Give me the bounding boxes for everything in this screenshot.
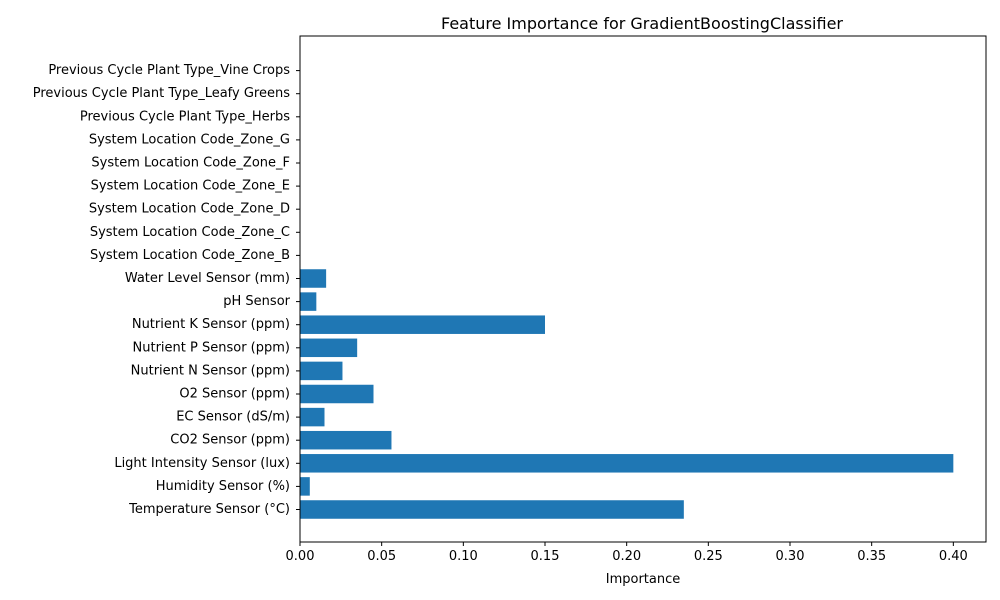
bar bbox=[300, 477, 310, 496]
x-axis-label: Importance bbox=[606, 572, 681, 587]
bar bbox=[300, 500, 684, 519]
y-tick-label: Previous Cycle Plant Type_Leafy Greens bbox=[33, 86, 290, 101]
x-tick-label: 0.20 bbox=[612, 549, 641, 564]
bar bbox=[300, 361, 343, 381]
y-tick-label: Previous Cycle Plant Type_Herbs bbox=[80, 109, 290, 124]
bar bbox=[300, 269, 327, 288]
chart-title: Feature Importance for GradientBoostingC… bbox=[441, 14, 843, 33]
bar bbox=[300, 338, 358, 358]
bar bbox=[300, 292, 317, 311]
x-axis: 0.00 0.05 0.10 0.15 0.20 0.25 0.30 0.35 0.40 bbox=[286, 542, 968, 564]
x-tick-label: 0.15 bbox=[531, 549, 560, 564]
y-tick-label: Light Intensity Sensor (lux) bbox=[114, 456, 290, 471]
x-tick-label: 0.40 bbox=[939, 549, 968, 564]
bar bbox=[300, 430, 392, 450]
bar bbox=[300, 407, 325, 427]
y-tick-label: System Location Code_Zone_E bbox=[91, 179, 290, 194]
bar bbox=[300, 384, 374, 404]
bars-group bbox=[300, 269, 954, 519]
y-tick-label: Previous Cycle Plant Type_Vine Crops bbox=[48, 63, 290, 78]
y-tick-label: Nutrient N Sensor (ppm) bbox=[131, 363, 290, 378]
x-tick-label: 0.25 bbox=[694, 549, 723, 564]
y-tick-label: Humidity Sensor (%) bbox=[156, 479, 290, 494]
y-tick-label: Temperature Sensor (°C) bbox=[128, 502, 290, 517]
y-tick-label: Nutrient K Sensor (ppm) bbox=[132, 317, 290, 332]
y-tick-label: System Location Code_Zone_B bbox=[90, 248, 290, 263]
y-tick-label: O2 Sensor (ppm) bbox=[179, 387, 290, 402]
y-tick-label: System Location Code_Zone_G bbox=[89, 132, 290, 147]
y-tick-label: System Location Code_Zone_F bbox=[91, 156, 290, 171]
x-tick-label: 0.30 bbox=[776, 549, 805, 564]
y-tick-label: System Location Code_Zone_D bbox=[89, 202, 290, 217]
x-tick-label: 0.10 bbox=[449, 549, 478, 564]
y-tick-label: Nutrient P Sensor (ppm) bbox=[133, 340, 290, 355]
y-tick-label: EC Sensor (dS/m) bbox=[176, 410, 290, 425]
x-tick-label: 0.05 bbox=[367, 549, 396, 564]
y-tick-label: pH Sensor bbox=[223, 294, 290, 309]
y-tick-label: System Location Code_Zone_C bbox=[90, 225, 290, 240]
y-axis: Temperature Sensor (°C) Humidity Sensor (… bbox=[33, 63, 300, 517]
plot-frame bbox=[299, 35, 987, 543]
bar bbox=[300, 315, 545, 334]
x-tick-label: 0.00 bbox=[286, 549, 315, 564]
y-tick-label: CO2 Sensor (ppm) bbox=[170, 433, 290, 448]
bar bbox=[300, 454, 954, 473]
y-tick-label: Water Level Sensor (mm) bbox=[125, 271, 290, 286]
x-tick-label: 0.35 bbox=[857, 549, 886, 564]
